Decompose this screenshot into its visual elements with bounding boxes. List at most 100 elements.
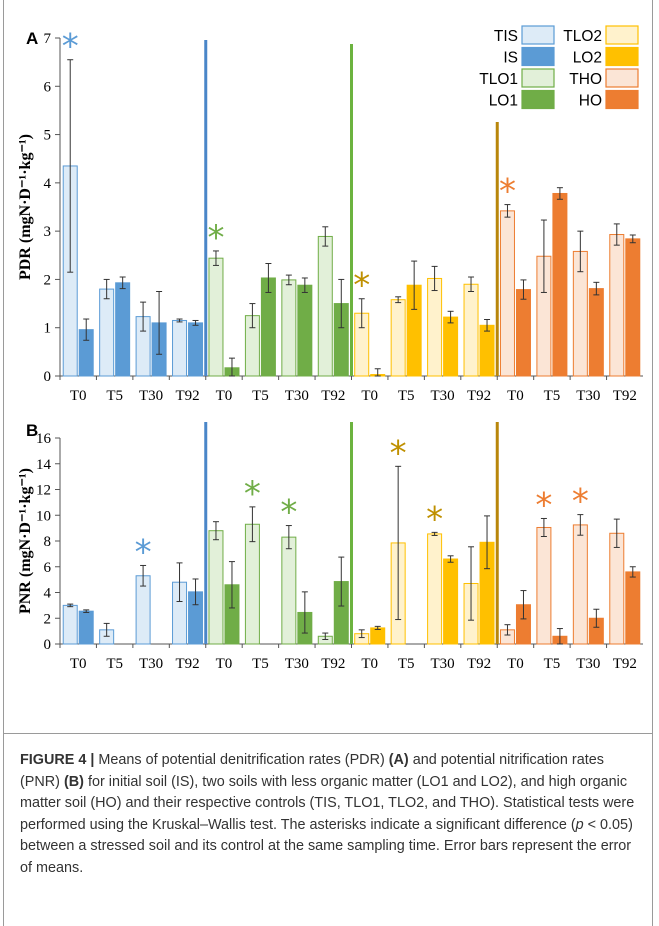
legend-swatch-tlo2 bbox=[605, 25, 639, 45]
y-tick-label: 1 bbox=[44, 321, 52, 337]
y-tick-label: 7 bbox=[44, 31, 52, 47]
bar-control-tlo2-t92 bbox=[463, 283, 479, 377]
legend-label: LO2 bbox=[573, 50, 602, 67]
y-tick-label: 0 bbox=[44, 637, 52, 653]
y-tick-label: 3 bbox=[44, 224, 52, 240]
bar-stressed-is-t0 bbox=[78, 610, 94, 645]
y-tick-label: 5 bbox=[44, 128, 52, 144]
x-tick-label: T0 bbox=[361, 388, 378, 404]
x-tick-label: T92 bbox=[613, 388, 637, 404]
x-tick-label: T92 bbox=[175, 656, 199, 672]
x-tick-label: T0 bbox=[216, 656, 233, 672]
caption-segment: (B) bbox=[63, 773, 84, 790]
bar-stressed-is-t92 bbox=[188, 322, 204, 377]
bar-stressed-ho-t0 bbox=[515, 289, 531, 377]
x-tick-label: T92 bbox=[613, 656, 637, 672]
y-tick-label: 10 bbox=[36, 508, 51, 524]
significance-asterisk: * bbox=[207, 218, 224, 258]
x-tick-label: T30 bbox=[139, 656, 163, 672]
bar-control-tlo2-t5 bbox=[390, 299, 406, 377]
bar-stressed-ho-t5 bbox=[552, 192, 568, 377]
caption-segment: (A) bbox=[388, 752, 409, 768]
legend-swatch-is bbox=[521, 46, 555, 67]
bar-stressed-lo2-t30 bbox=[443, 558, 459, 645]
x-tick-label: T5 bbox=[106, 388, 123, 404]
legend-swatch-tlo1 bbox=[521, 68, 555, 88]
y-tick-label: 16 bbox=[36, 431, 52, 447]
caption-segment: for initial soil (IS), two soils with le… bbox=[20, 773, 635, 833]
significance-asterisk: * bbox=[535, 485, 552, 525]
caption-segment: < 0.05) between a stressed soil and its … bbox=[20, 816, 633, 876]
x-tick-label: T30 bbox=[431, 656, 455, 672]
significance-asterisk: * bbox=[244, 474, 261, 514]
x-tick-label: T5 bbox=[252, 656, 269, 672]
x-tick-label: T0 bbox=[70, 656, 87, 672]
x-tick-label: T30 bbox=[285, 656, 309, 672]
bar-stressed-lo1-t30 bbox=[297, 284, 313, 377]
bar-stressed-lo2-t30 bbox=[443, 316, 459, 377]
legend-label: HO bbox=[579, 93, 602, 110]
bar-stressed-ho-t92 bbox=[625, 571, 641, 645]
y-tick-label: 8 bbox=[44, 534, 52, 550]
bar-stressed-lo2-t92 bbox=[479, 324, 495, 377]
bar-control-tho-t0 bbox=[499, 210, 515, 377]
legend-label: THO bbox=[569, 71, 602, 88]
y-tick-label: 6 bbox=[44, 79, 52, 95]
significance-asterisk: * bbox=[426, 499, 443, 539]
significance-asterisk: * bbox=[572, 482, 589, 522]
x-tick-label: T5 bbox=[252, 388, 269, 404]
x-tick-label: T30 bbox=[285, 388, 309, 404]
legend-swatch-lo1 bbox=[521, 89, 555, 110]
bar-control-tlo1-t30 bbox=[281, 279, 297, 377]
bar-control-tis-t92 bbox=[172, 319, 188, 377]
bar-control-tlo1-t30 bbox=[281, 536, 297, 645]
y-tick-label: 14 bbox=[36, 457, 52, 473]
x-tick-label: T92 bbox=[321, 656, 345, 672]
x-tick-label: T30 bbox=[576, 388, 600, 404]
x-tick-label: T5 bbox=[398, 388, 415, 404]
significance-asterisk: * bbox=[353, 266, 370, 306]
bar-stressed-is-t5 bbox=[115, 282, 131, 377]
significance-asterisk: * bbox=[390, 433, 407, 473]
legend-swatch-tis bbox=[521, 25, 555, 45]
x-tick-label: T92 bbox=[175, 388, 199, 404]
x-tick-label: T0 bbox=[507, 656, 524, 672]
bar-stressed-lo2-t0 bbox=[370, 627, 386, 645]
y-tick-label: 6 bbox=[44, 560, 52, 576]
caption-segment: and potential nitrification rates (PNR) bbox=[20, 752, 604, 790]
bar-control-tho-t5 bbox=[536, 526, 552, 645]
x-tick-label: T5 bbox=[106, 656, 123, 672]
bar-control-tho-t30 bbox=[572, 524, 588, 645]
x-tick-label: T30 bbox=[139, 388, 163, 404]
bar-control-tlo1-t0 bbox=[208, 257, 224, 377]
y-tick-label: 4 bbox=[44, 586, 52, 602]
x-tick-label: T92 bbox=[321, 388, 345, 404]
legend-label: TIS bbox=[494, 28, 518, 45]
significance-asterisk: * bbox=[135, 532, 152, 572]
x-tick-label: T30 bbox=[576, 656, 600, 672]
legend-swatch-ho bbox=[605, 89, 639, 110]
x-tick-label: T5 bbox=[398, 656, 415, 672]
x-tick-label: T0 bbox=[361, 656, 378, 672]
bar-control-tlo1-t92 bbox=[317, 235, 333, 377]
caption-label: FIGURE 4 | bbox=[20, 752, 95, 768]
bar-control-tlo2-t30 bbox=[427, 533, 443, 645]
x-tick-label: T5 bbox=[544, 388, 561, 404]
x-tick-label: T92 bbox=[467, 656, 491, 672]
figure-caption: FIGURE 4 | Means of potential denitrific… bbox=[20, 750, 640, 879]
y-tick-label: 2 bbox=[44, 611, 52, 627]
caption-segment: p bbox=[575, 816, 584, 833]
x-tick-label: T5 bbox=[544, 656, 561, 672]
legend-swatch-lo2 bbox=[605, 46, 639, 67]
significance-asterisk: * bbox=[280, 493, 297, 533]
y-tick-label: 2 bbox=[44, 272, 52, 288]
bar-control-tho-t92 bbox=[609, 234, 625, 377]
bar-control-tlo1-t5 bbox=[244, 523, 260, 645]
legend-swatch-tho bbox=[605, 68, 639, 88]
significance-asterisk: * bbox=[62, 27, 79, 67]
legend-label: TLO2 bbox=[563, 28, 602, 45]
caption-segment: Means of potential denitrification rates… bbox=[94, 752, 389, 768]
bar-control-tlo2-t30 bbox=[427, 277, 443, 377]
